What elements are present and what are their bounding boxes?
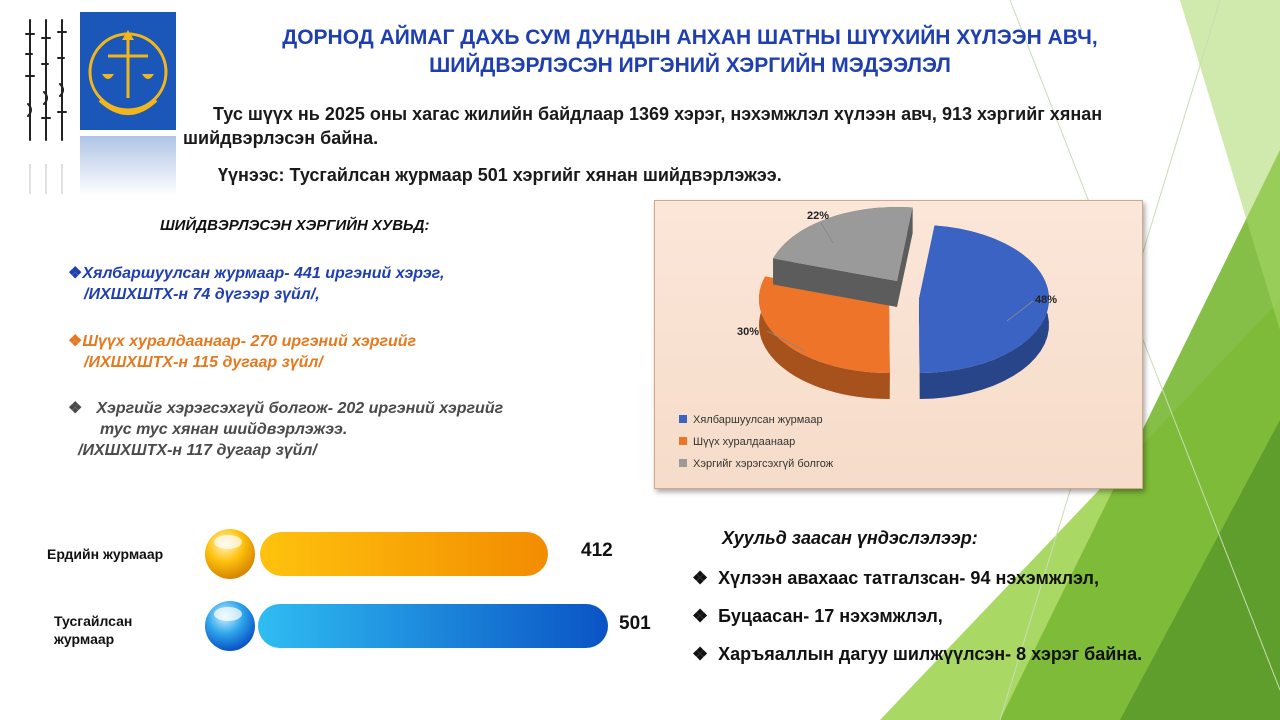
diamond-bullet-icon: ❖ [68, 265, 83, 282]
pie-leader-line [1006, 300, 1034, 322]
legend-entry: Шүүх хуралдаанаар [693, 436, 795, 448]
pie-data-label: 22% [807, 210, 829, 222]
bar-special [258, 604, 608, 648]
pie-leader-line [820, 222, 834, 244]
breakdown-item-simplified: ❖Хялбаршуулсан журмаар- 441 иргэний хэрэ… [68, 263, 444, 305]
legend-swatch [679, 437, 687, 445]
breakdown-item-line: Шүүх хуралдаанаар- 270 иргэний хэргийг [82, 333, 417, 350]
legal-item-text: Харъяаллын дагуу шилжүүлсэн- 8 хэрэг бай… [718, 644, 1143, 664]
title-line-1: ДОРНОД АЙМАГ ДАХЬ СУМ ДУНДЫН АНХАН ШАТНЫ… [282, 26, 1098, 49]
pie-slice-wall [773, 258, 897, 307]
pie-chart: 48% 30% 22% Хялбаршуулсан журмаар Шүүх хурал… [679, 207, 1057, 470]
legal-item: ❖ Хүлээн авахаас татгалзсан- 94 нэхэмжлэл… [692, 568, 1099, 589]
breakdown-item-line: тус тус хянан шийдвэрлэжээ. [100, 421, 348, 438]
pie-slice-wall [897, 207, 913, 307]
legend-swatch [679, 415, 687, 423]
intro-special: Үүнээс: Тусгайлсан журмаар 501 хэргийг х… [218, 165, 782, 185]
legend-swatch [679, 459, 687, 467]
pie-slice-top [773, 207, 913, 281]
glossy-ball-icon [205, 601, 255, 651]
breakdown-item-line: Хялбаршуулсан журмаар- 441 иргэний хэрэг… [82, 265, 445, 282]
legal-item-text: Буцаасан- 17 нэхэмжлэл, [718, 606, 943, 626]
breakdown-item-hearing: ❖Шүүх хуралдаанаар- 270 иргэний хэргийг … [68, 331, 416, 373]
bar-label-regular: Ердийн журмаар [47, 546, 164, 562]
diamond-bullet-icon: ❖ [692, 606, 709, 626]
legal-item: ❖ Буцаасан- 17 нэхэмжлэл, [692, 606, 943, 627]
breakdown-heading: ШИЙДВЭРЛЭСЭН ХЭРГИЙН ХУВЬД: [160, 217, 430, 234]
page-title: ДОРНОД АЙМАГ ДАХЬ СУМ ДУНДЫН АНХАН ШАТНЫ… [180, 24, 1200, 80]
legend-entry: Хэргийг хэрэгсэхгүй болгож [693, 458, 834, 470]
breakdown-item-line: Хэргийг хэрэгсэхгүй болгож- 202 иргэний … [96, 400, 504, 417]
legend-entry: Хялбаршуулсан журмаар [693, 414, 823, 426]
pie-slice-wall [919, 299, 920, 399]
pie-slice-top [919, 225, 1050, 373]
legal-heading: Хуульд заасан үндэслэлээр: [722, 528, 978, 548]
diamond-bullet-icon: ❖ [692, 644, 709, 664]
court-emblem-icon [80, 12, 176, 196]
pie-slice [919, 225, 1050, 399]
diamond-bullet-icon: ❖ [68, 400, 83, 417]
legal-item: ❖ Харъяаллын дагуу шилжүүлсэн- 8 хэрэг ба… [692, 644, 1142, 665]
bar-label-special: Тусгайлсан журмаар [54, 613, 133, 647]
breakdown-item-dismissed: ❖ Хэргийг хэрэгсэхгүй болгож- 202 иргэний… [68, 398, 503, 461]
bar-value-regular: 412 [581, 540, 613, 561]
diamond-bullet-icon: ❖ [692, 568, 709, 588]
diamond-bullet-icon: ❖ [68, 333, 83, 350]
pie-slice [773, 207, 913, 307]
mongolian-script-icon [25, 19, 67, 194]
title-line-2: ШИЙДВЭРЛЭСЭН ИРГЭНИЙ ХЭРГИЙН МЭДЭЭЛЭЛ [429, 54, 951, 77]
bar-regular [260, 532, 548, 576]
pie-data-label: 30% [737, 326, 759, 338]
pie-leader-line [766, 330, 806, 352]
pie-slice-side [759, 276, 890, 399]
legal-item-text: Хүлээн авахаас татгалзсан- 94 нэхэмжлэл, [718, 568, 1099, 588]
breakdown-item-ref: /ИХШХШТХ-н 117 дугаар зүйл/ [78, 442, 317, 459]
glossy-ball-icon [205, 529, 255, 579]
intro-text: Тус шүүх нь 2025 оны хагас жилийн байдла… [183, 104, 1103, 148]
pie-data-label: 48% [1035, 294, 1057, 306]
breakdown-item-ref: /ИХШХШТХ-н 74 дүгээр зүйл/, [84, 286, 320, 303]
pie-slice-top [759, 276, 890, 373]
breakdown-item-ref: /ИХШХШТХ-н 115 дугаар зүйл/ [84, 354, 323, 371]
bar-value-special: 501 [619, 613, 651, 634]
pie-chart-panel: 48% 30% 22% Хялбаршуулсан журмаар Шүүх хурал… [654, 200, 1143, 489]
